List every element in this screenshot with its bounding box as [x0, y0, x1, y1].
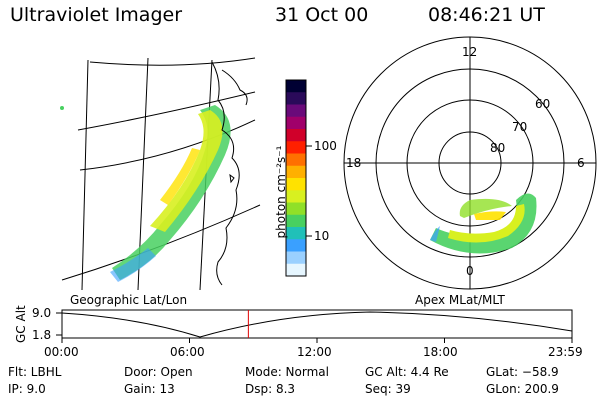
polar-panel-caption: Apex MLat/MLT [415, 293, 505, 307]
status-mode: Mode: Normal [245, 365, 329, 379]
colorbar-tick-10: 10 [314, 229, 330, 243]
orbit-x-ticks [61, 338, 573, 343]
geo-aurora-arc [60, 105, 231, 282]
mlat-label-80: 80 [490, 141, 506, 155]
status-glon: GLon: 200.9 [486, 382, 559, 396]
colorbar-stripe [286, 80, 306, 93]
colorbar-stripe [286, 92, 306, 105]
orbit-altitude-curve [61, 311, 573, 338]
colorbar-tick-100: 100 [314, 139, 337, 153]
orbit-xtick-2359: 23:59 [548, 345, 583, 359]
colorbar-stripe [286, 214, 306, 228]
status-ip: IP: 9.0 [8, 382, 46, 396]
colorbar-stripe [286, 251, 306, 265]
colorbar-stripe [286, 190, 306, 203]
colorbar-stripe [286, 263, 306, 277]
colorbar-stripe [286, 129, 306, 142]
status-door: Door: Open [124, 365, 193, 379]
orbit-ymin: 1.8 [32, 328, 52, 342]
colorbar-stripe [286, 202, 306, 216]
mlat-label-60: 60 [535, 97, 551, 111]
status-glat: GLat: −58.9 [486, 365, 559, 379]
colorbar-stripe [286, 141, 306, 154]
app-title: Ultraviolet Imager [10, 4, 183, 26]
mlt-label-6: 6 [577, 156, 585, 170]
colorbar-stripe [286, 104, 306, 118]
colorbar-stripe [286, 227, 306, 240]
orbit-xtick-1800: 18:00 [423, 345, 458, 359]
colorbar-stripe [286, 153, 306, 167]
status-filter: Flt: LBHL [8, 365, 62, 379]
colorbar-stripe [286, 239, 306, 252]
orbit-ymax: 9.0 [32, 306, 52, 320]
colorbar-stripe [286, 165, 306, 179]
polar-aurora-oval [430, 193, 537, 254]
orbit-xtick-0600: 06:00 [170, 345, 205, 359]
mlt-label-12: 12 [462, 45, 478, 59]
mlat-label-70: 70 [512, 120, 528, 134]
time-label: 08:46:21 UT [428, 4, 545, 26]
geo-coastline [211, 61, 248, 286]
orbit-xtick-0000: 00:00 [44, 345, 79, 359]
status-gain: Gain: 13 [124, 382, 175, 396]
colorbar-gradient [286, 80, 306, 277]
mlt-label-18: 18 [346, 156, 362, 170]
date-label: 31 Oct 00 [275, 4, 369, 26]
status-seq: Seq: 39 [365, 382, 411, 396]
colorbar-stripe [286, 116, 306, 130]
geo-grid-lines [61, 57, 261, 291]
orbit-ylabel: GC Alt [14, 305, 28, 343]
mlt-label-0: 0 [466, 264, 474, 278]
orbit-xtick-1200: 12:00 [297, 345, 332, 359]
orbit-plot-frame [61, 309, 573, 339]
status-dsp: Dsp: 8.3 [245, 382, 296, 396]
geo-panel-caption: Geographic Lat/Lon [70, 293, 188, 307]
status-gc-alt: GC Alt: 4.4 Re [365, 365, 449, 379]
colorbar-stripe [286, 178, 306, 191]
